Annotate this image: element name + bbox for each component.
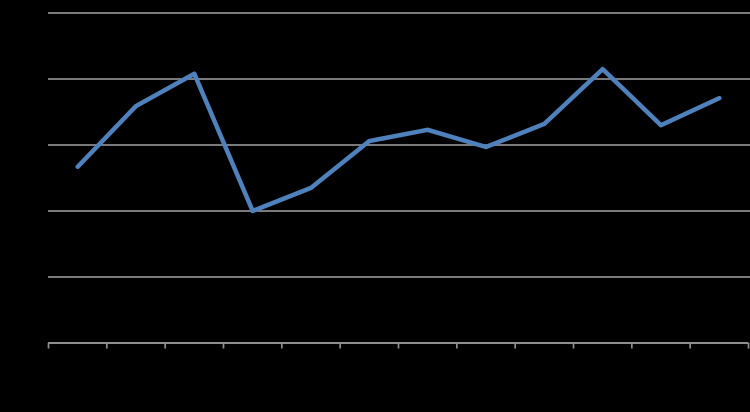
y-gridlines bbox=[48, 12, 750, 278]
data-series-line bbox=[75, 66, 722, 214]
x-axis-ticks bbox=[47, 343, 750, 349]
